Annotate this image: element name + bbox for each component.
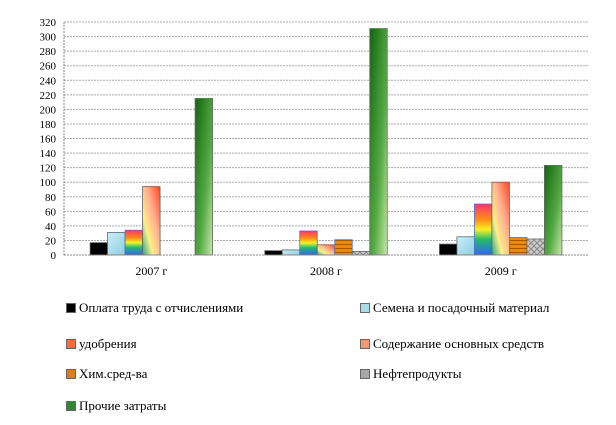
y-tick-label: 300 (40, 32, 57, 44)
y-tick-label: 100 (40, 177, 57, 189)
y-tick-label: 0 (51, 250, 57, 262)
y-tick-label: 80 (45, 192, 57, 204)
legend-label: Хим.сред-ва (79, 366, 148, 381)
bar-4-1 (334, 239, 353, 256)
y-tick-label: 320 (40, 17, 57, 29)
legend-label: Содержание основных средств (373, 336, 545, 351)
y-tick-label: 60 (45, 206, 57, 218)
legend-label: Прочие затраты (79, 398, 167, 413)
bar-1-1 (281, 249, 301, 256)
legend-swatch (360, 369, 370, 379)
y-tick-label: 140 (40, 148, 57, 160)
legend-label: Нефтепродукты (373, 366, 462, 381)
bar-5-1 (351, 250, 371, 256)
bar-0-0 (89, 242, 108, 256)
legend-swatch (66, 339, 76, 349)
y-tick-label: 40 (45, 221, 57, 233)
bar-2-1 (299, 230, 318, 256)
x-tick-label: 2007 г (135, 264, 167, 278)
y-tick-label: 180 (40, 119, 57, 131)
bar-3-0 (142, 186, 161, 256)
bar-1-0 (107, 232, 126, 256)
legend-label: удобрения (79, 336, 137, 351)
legend-swatch (66, 303, 76, 313)
bar-3-1 (316, 244, 336, 256)
legend-item: Оплата труда с отчислениями (66, 300, 243, 316)
legend-item: Хим.сред-ва (66, 366, 147, 382)
bar-5-2 (526, 238, 545, 256)
bar-2-0 (124, 229, 143, 256)
legend-swatch (360, 303, 370, 313)
legend-item: удобрения (66, 336, 137, 352)
bar-1-2 (456, 236, 475, 256)
legend-label: Семена и посадочный материал (373, 300, 550, 315)
y-tick-label: 240 (40, 75, 57, 87)
x-tick-label: 2009 г (485, 264, 517, 278)
legend-item: Нефтепродукты (360, 366, 461, 382)
legend-swatch (360, 339, 370, 349)
bar-3-2 (491, 181, 510, 256)
legend-label: Оплата труда с отчислениями (79, 300, 244, 315)
y-tick-label: 220 (40, 90, 57, 102)
bar-2-2 (474, 203, 493, 256)
bar-6-2 (544, 165, 563, 256)
bar-6-1 (369, 28, 388, 256)
legend-item: Прочие затраты (66, 398, 166, 414)
y-tick-label: 20 (45, 235, 57, 247)
y-tick-label: 280 (40, 46, 57, 58)
legend-swatch (66, 369, 76, 379)
y-tick-label: 160 (40, 134, 57, 146)
legend-swatch (66, 401, 76, 411)
legend-item: Семена и посадочный материал (360, 300, 549, 316)
x-tick-label: 2008 г (310, 264, 342, 278)
bar-6-0 (194, 98, 213, 256)
y-tick-label: 120 (40, 163, 57, 175)
y-tick-label: 200 (40, 104, 57, 116)
y-tick-label: 260 (40, 61, 57, 73)
bar-0-2 (439, 243, 458, 256)
bar-4-2 (509, 237, 528, 256)
bar-0-1 (264, 250, 283, 256)
legend-item: Содержание основных средств (360, 336, 544, 352)
